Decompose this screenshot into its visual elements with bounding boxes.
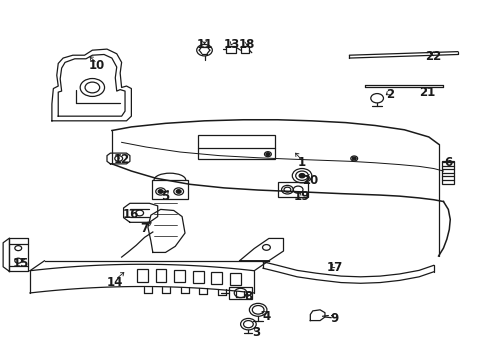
Bar (174, 270, 184, 282)
Text: 19: 19 (293, 190, 309, 203)
Text: 11: 11 (196, 38, 212, 51)
Text: 18: 18 (238, 38, 255, 51)
Bar (228, 287, 252, 299)
Text: 16: 16 (123, 208, 139, 221)
Text: 14: 14 (107, 276, 123, 289)
Bar (240, 45, 249, 53)
Text: 15: 15 (13, 257, 29, 270)
Circle shape (351, 157, 355, 160)
Text: 21: 21 (418, 86, 435, 99)
Bar (192, 271, 203, 283)
Circle shape (176, 190, 181, 193)
Text: 12: 12 (113, 153, 129, 166)
Text: 4: 4 (262, 310, 270, 324)
Text: 10: 10 (89, 59, 105, 72)
Bar (441, 161, 453, 184)
Bar (225, 45, 235, 53)
Text: 5: 5 (161, 190, 169, 203)
Circle shape (158, 190, 163, 193)
Bar (277, 182, 307, 197)
Text: 1: 1 (297, 156, 305, 169)
Text: 22: 22 (425, 50, 441, 63)
Bar (229, 273, 240, 285)
Text: 20: 20 (302, 174, 318, 186)
Bar (198, 135, 275, 159)
Bar (152, 180, 188, 199)
Text: 17: 17 (326, 261, 342, 274)
Text: 7: 7 (140, 222, 148, 235)
Bar (156, 269, 166, 282)
Text: 8: 8 (244, 290, 252, 303)
Text: 3: 3 (252, 326, 260, 339)
Text: 13: 13 (224, 38, 240, 51)
Text: 9: 9 (330, 311, 338, 325)
Circle shape (265, 153, 269, 156)
Circle shape (299, 174, 305, 178)
Bar (211, 271, 222, 284)
Bar (137, 269, 148, 282)
Text: 6: 6 (443, 156, 451, 169)
Text: 2: 2 (385, 88, 393, 101)
